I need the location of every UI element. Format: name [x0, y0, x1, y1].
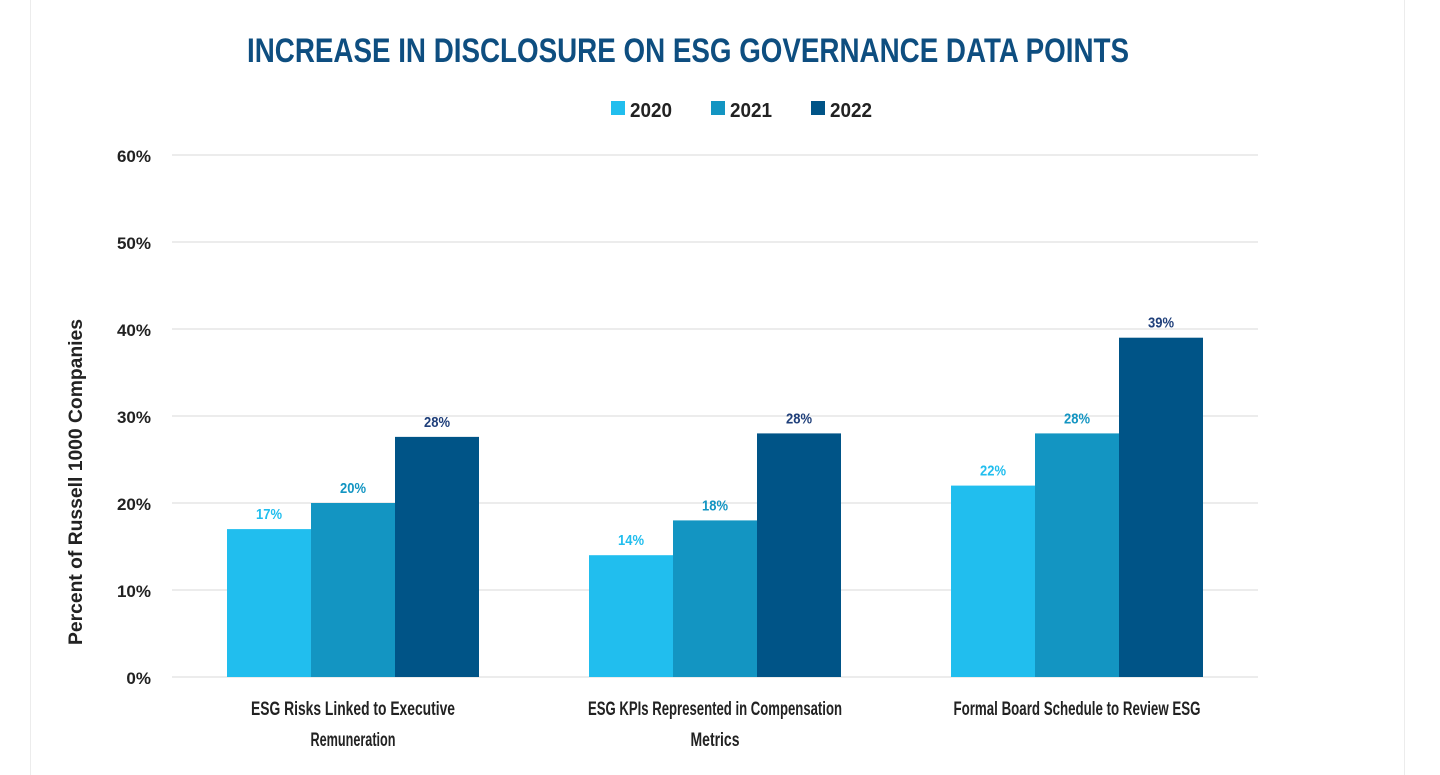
data-label-2022-0: 28%: [424, 414, 450, 431]
legend-swatch-2020: [611, 101, 625, 115]
data-label-2022-2: 39%: [1148, 315, 1174, 332]
bar-2020-2: [951, 485, 1035, 677]
y-tick-label: 50%: [117, 234, 151, 253]
y-axis-label: Percent of Russell 1000 Companies: [66, 319, 87, 645]
chart-title: INCREASE IN DISCLOSURE ON ESG GOVERNANCE…: [247, 32, 1129, 70]
data-label-2020-2: 22%: [980, 463, 1006, 480]
bar-2020-0: [227, 529, 311, 677]
bars: 17% 20% 28% 14% 18% 28% 22% 28% 39%: [227, 315, 1203, 677]
bar-2022-2: [1119, 337, 1203, 677]
data-label-2021-0: 20%: [340, 480, 366, 497]
y-tick-label: 20%: [117, 495, 151, 514]
y-tick-label: 40%: [117, 321, 151, 340]
bar-2020-1: [589, 555, 673, 677]
data-label-2020-0: 17%: [256, 506, 282, 523]
bar-2022-1: [757, 433, 841, 677]
y-tick-label: 60%: [117, 147, 151, 166]
x-axis-labels: ESG Risks Linked to Executive Remuneratio…: [251, 699, 1201, 751]
data-label-2021-2: 28%: [1064, 410, 1090, 427]
legend-label-2021: 2021: [730, 100, 772, 122]
y-tick-label: 30%: [117, 408, 151, 427]
x-tick-label: Remuneration: [311, 730, 396, 751]
legend-label-2022: 2022: [830, 100, 872, 122]
legend-swatch-2022: [811, 101, 825, 115]
data-label-2020-1: 14%: [618, 532, 644, 549]
x-tick-label: Formal Board Schedule to Review ESG: [954, 699, 1201, 720]
x-tick-label: ESG KPIs Represented in Compensation: [588, 699, 842, 720]
bar-2021-2: [1035, 433, 1119, 677]
y-tick-label: 0%: [126, 669, 151, 688]
data-label-2021-1: 18%: [702, 497, 728, 514]
legend: 2020 2021 2022: [611, 100, 872, 122]
bar-2021-1: [673, 520, 757, 677]
chart-frame: [30, 0, 1405, 775]
legend-swatch-2021: [711, 101, 725, 115]
x-tick-label: ESG Risks Linked to Executive: [251, 699, 455, 720]
bar-2021-0: [311, 503, 395, 677]
bar-2022-0: [395, 436, 479, 677]
x-tick-label: Metrics: [691, 730, 740, 751]
y-tick-label: 10%: [117, 582, 151, 601]
legend-label-2020: 2020: [630, 100, 672, 122]
data-label-2022-1: 28%: [786, 410, 812, 427]
